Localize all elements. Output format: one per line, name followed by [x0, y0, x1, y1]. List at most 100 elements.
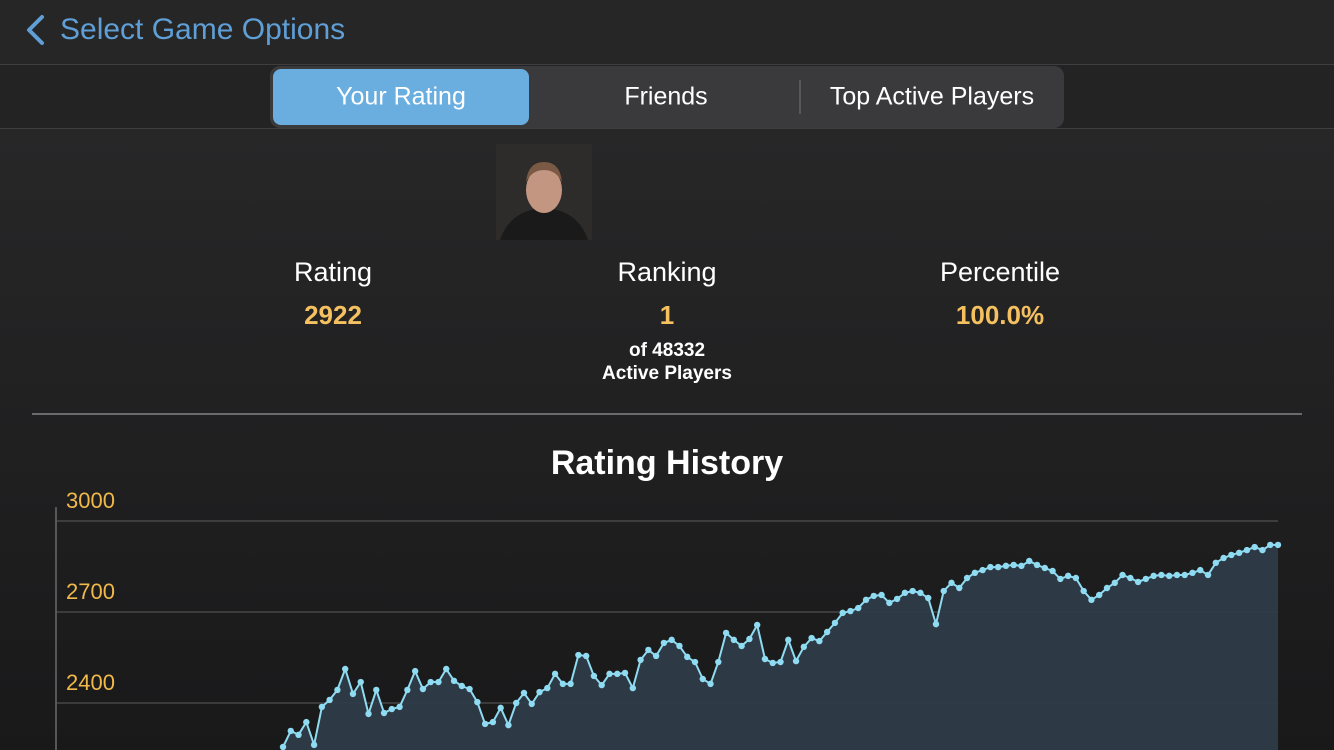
point [582, 652, 590, 660]
point [893, 595, 901, 603]
point [1057, 575, 1064, 583]
point [497, 704, 504, 712]
point [1103, 584, 1111, 592]
point [855, 604, 862, 612]
point [334, 686, 341, 694]
point [575, 651, 582, 659]
point [924, 594, 932, 602]
point [303, 718, 310, 726]
point [1111, 579, 1118, 587]
point [668, 636, 675, 644]
area [283, 544, 1278, 750]
point [862, 596, 870, 604]
point [1158, 571, 1165, 579]
point [637, 656, 644, 664]
point [349, 690, 357, 698]
point [513, 699, 520, 707]
point [1251, 543, 1258, 551]
ranking-of: of 48332 [629, 340, 705, 361]
point [326, 696, 333, 704]
point [544, 684, 551, 692]
point [536, 688, 543, 696]
point [917, 589, 924, 597]
point [528, 700, 535, 708]
point [823, 628, 831, 636]
point [979, 566, 986, 574]
point [567, 680, 574, 688]
point [691, 658, 699, 666]
point [800, 643, 808, 651]
point [629, 684, 637, 692]
stat-label: Percentile [940, 257, 1060, 287]
tab-active[interactable] [273, 69, 529, 125]
point [707, 680, 714, 688]
point [1049, 567, 1056, 575]
point [761, 655, 769, 663]
point [987, 563, 994, 571]
point [1002, 562, 1010, 570]
point [279, 743, 287, 750]
tab[interactable]: Top Active Players [830, 83, 1034, 111]
point [831, 619, 839, 627]
tab[interactable]: Your Rating [336, 83, 466, 111]
point [373, 686, 380, 694]
point [1033, 561, 1041, 569]
point [318, 703, 326, 711]
point [652, 652, 660, 660]
y-tick-label: 2400 [66, 670, 115, 695]
point [341, 665, 349, 673]
point [466, 685, 473, 693]
point [1274, 541, 1282, 549]
back-button[interactable]: Select Game Options [27, 13, 345, 46]
point [769, 659, 776, 667]
point [808, 634, 815, 642]
point [1197, 566, 1204, 574]
point [792, 657, 800, 665]
avatar-hair [526, 162, 562, 182]
avatar-shirt [500, 208, 588, 240]
point [1018, 562, 1025, 570]
point [598, 681, 605, 689]
point [443, 665, 450, 673]
point [1220, 554, 1227, 562]
stat-value: 1 [660, 300, 674, 330]
stat-value: 100.0% [956, 300, 1044, 330]
point [753, 621, 761, 629]
point [606, 670, 613, 678]
point [1119, 571, 1126, 579]
point [357, 678, 364, 686]
point [963, 574, 971, 582]
point [1173, 571, 1181, 579]
point [785, 636, 792, 644]
point [1096, 591, 1103, 599]
point [1064, 572, 1072, 580]
stat-label: Rating [294, 257, 372, 287]
tab[interactable]: Friends [624, 83, 707, 111]
point [684, 653, 691, 661]
point [489, 718, 497, 726]
point [1150, 572, 1157, 580]
point [901, 589, 909, 597]
y-tick-label: 3000 [66, 488, 115, 513]
point [1010, 561, 1017, 569]
point [1267, 541, 1274, 549]
point [1026, 557, 1033, 565]
point [1080, 587, 1087, 595]
point [388, 705, 396, 713]
point [1127, 574, 1134, 582]
avatar [496, 144, 592, 240]
point [310, 741, 318, 749]
point [1165, 572, 1173, 580]
point [870, 592, 877, 600]
back-title: Select Game Options [60, 13, 345, 46]
point [878, 591, 885, 599]
point [1204, 571, 1212, 579]
point [676, 642, 683, 650]
point [1228, 551, 1235, 559]
point [699, 675, 706, 683]
point [1088, 596, 1095, 604]
point [450, 677, 458, 685]
point [777, 658, 784, 666]
point [1181, 571, 1188, 579]
point [427, 678, 434, 686]
